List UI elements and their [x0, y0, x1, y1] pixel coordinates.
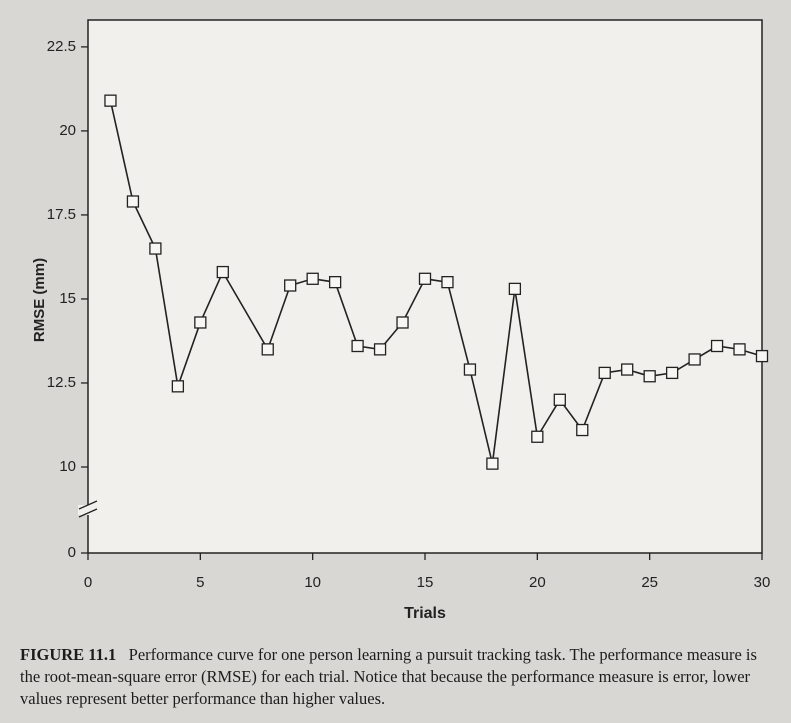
- data-point: [351, 339, 364, 353]
- data-point: [688, 353, 701, 366]
- data-point: [373, 343, 387, 356]
- x-tick-label: 10: [304, 574, 321, 591]
- data-point: [306, 272, 319, 285]
- x-tick-label: 30: [754, 574, 771, 591]
- data-point: [261, 343, 274, 356]
- data-point: [104, 94, 117, 107]
- y-tick-label: 0: [68, 544, 76, 561]
- data-point: [486, 457, 499, 470]
- y-tick-label: 15: [59, 290, 76, 307]
- chart: RMSE (mm) Trials 0 10 12.5 15 17.5 20 22.5 0 5 10…: [31, 19, 771, 622]
- axis-break: [78, 500, 98, 510]
- data-point: [126, 195, 140, 208]
- x-tick-label: 15: [417, 574, 434, 591]
- data-point: [328, 276, 342, 289]
- data-point: [149, 242, 162, 255]
- x-axis-label: Trials: [404, 605, 446, 622]
- x-tick-label: 0: [84, 574, 92, 591]
- data-point: [733, 343, 746, 356]
- plot-area: [87, 19, 763, 554]
- axis-break-gap: [78, 505, 98, 515]
- data-point: [531, 430, 544, 443]
- x-tick-label: 25: [641, 574, 658, 591]
- data-point: [284, 279, 297, 292]
- y-tick-label: 10: [59, 458, 76, 475]
- y-axis-label: RMSE (mm): [31, 258, 48, 342]
- data-point: [643, 370, 656, 383]
- data-point: [396, 316, 409, 329]
- data-point: [621, 363, 634, 376]
- caption-label: FIGURE 11.1: [20, 645, 117, 664]
- caption-text: Performance curve for one person learnin…: [20, 645, 757, 708]
- data-point: [665, 366, 679, 380]
- y-tick-label: 20: [59, 122, 76, 139]
- y-tick-label: 22.5: [47, 38, 76, 55]
- data-point: [194, 316, 207, 329]
- data-point: [553, 393, 566, 406]
- data-point: [576, 423, 589, 437]
- caption: FIGURE 11.1 Performance curve for one pe…: [20, 644, 775, 710]
- data-point: [598, 366, 611, 380]
- y-tick-label: 17.5: [47, 206, 76, 223]
- y-tick-label: 12.5: [47, 374, 76, 391]
- x-tick-label: 20: [529, 574, 546, 591]
- data-point: [710, 339, 724, 353]
- axis-break: [78, 508, 98, 518]
- data-point: [508, 282, 522, 296]
- data-point: [171, 380, 185, 393]
- data-point: [441, 276, 454, 289]
- data-point: [418, 272, 432, 285]
- data-point: [755, 349, 769, 363]
- data-point: [463, 363, 477, 376]
- x-tick-label: 5: [196, 574, 204, 591]
- data-point: [216, 265, 229, 279]
